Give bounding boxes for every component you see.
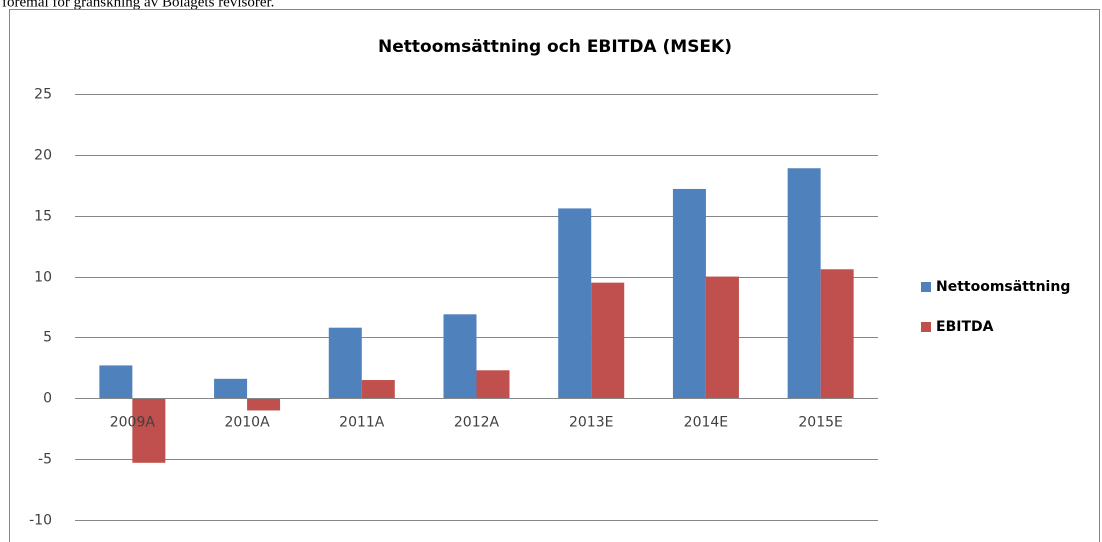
chart-frame (9, 9, 1100, 542)
legend-swatch (921, 282, 931, 292)
bar (328, 327, 362, 399)
x-tick-label: 2013E (569, 414, 613, 430)
bar (443, 314, 477, 399)
y-tick-label: 10 (34, 270, 52, 286)
chart-title: Nettoomsättning och EBITDA (MSEK) (378, 37, 732, 57)
bar (705, 276, 739, 399)
bar (214, 378, 248, 399)
bar (558, 208, 592, 399)
bar (99, 365, 133, 399)
legend-label: EBITDA (936, 319, 994, 335)
x-tick-label: 2015E (798, 414, 842, 430)
bar (787, 168, 821, 399)
document-text: föremål för granskning av Bolagets revis… (2, 0, 274, 10)
y-tick-label: 20 (34, 148, 52, 164)
legend-label: Nettoomsättning (936, 279, 1070, 295)
legend-swatch (921, 322, 931, 332)
x-tick-label: 2012A (454, 414, 500, 430)
x-tick-label: 2010A (224, 414, 270, 430)
bar (672, 188, 706, 399)
bar (476, 370, 510, 399)
y-tick-label: -5 (38, 452, 52, 468)
y-tick-label: 25 (34, 87, 52, 103)
y-tick-label: -10 (29, 513, 52, 529)
y-tick-label: 5 (43, 330, 52, 346)
x-tick-label: 2014E (684, 414, 728, 430)
y-tick-label: 15 (34, 209, 52, 225)
bar (591, 282, 625, 399)
bar (361, 380, 395, 399)
x-tick-label: 2011A (339, 414, 385, 430)
bar (820, 269, 854, 399)
x-tick-label: 2009A (110, 414, 156, 430)
bar (247, 398, 281, 411)
bar (132, 398, 166, 463)
y-tick-label: 0 (43, 391, 52, 407)
